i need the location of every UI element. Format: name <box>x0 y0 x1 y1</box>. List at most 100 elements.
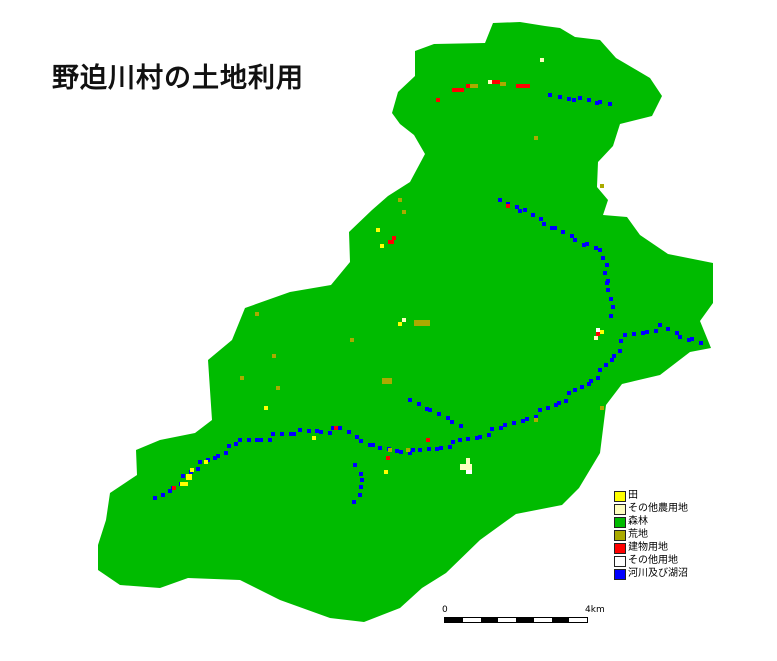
legend-label-forest: 森林 <box>628 516 648 527</box>
water-patch <box>234 442 238 446</box>
water-patch <box>238 438 242 442</box>
water-patch <box>418 448 422 452</box>
water-patch <box>589 379 593 383</box>
wasteland-patch <box>500 82 506 86</box>
other_farm-patch <box>540 58 544 62</box>
water-patch <box>487 433 491 437</box>
water-patch <box>512 421 516 425</box>
scale-track <box>444 617 588 623</box>
building-patch <box>388 240 394 244</box>
water-patch <box>499 426 503 430</box>
water-patch <box>587 98 591 102</box>
water-patch <box>359 472 363 476</box>
water-patch <box>466 437 470 441</box>
water-patch <box>675 331 679 335</box>
water-patch <box>450 420 454 424</box>
water-patch <box>582 243 586 247</box>
water-patch <box>338 426 342 430</box>
water-patch <box>618 349 622 353</box>
water-patch <box>490 427 494 431</box>
water-patch <box>666 327 670 331</box>
water-patch <box>331 426 335 430</box>
water-patch <box>371 443 375 447</box>
water-patch <box>498 198 502 202</box>
building-patch <box>596 332 600 336</box>
legend-label-other-farmland: その他農用地 <box>628 503 688 514</box>
water-patch <box>554 403 558 407</box>
water-patch <box>605 263 609 267</box>
scale-label-start: 0 <box>442 605 448 615</box>
paddy-patch <box>312 436 316 440</box>
legend-item-water: 河川及び湖沼 <box>614 568 688 580</box>
water-patch <box>573 238 577 242</box>
other-patch <box>596 328 600 332</box>
wasteland-patch <box>272 354 276 358</box>
water-patch <box>605 281 609 285</box>
wasteland-patch <box>350 338 354 342</box>
water-patch <box>580 385 584 389</box>
wasteland-patch <box>406 448 410 452</box>
water-patch <box>594 246 598 250</box>
water-patch <box>259 438 263 442</box>
water-patch <box>619 339 623 343</box>
water-patch <box>435 447 439 451</box>
scale-segment <box>462 618 481 622</box>
water-patch <box>328 431 332 435</box>
water-patch <box>475 436 479 440</box>
legend-item-building: 建物用地 <box>614 542 688 554</box>
water-patch <box>161 493 165 497</box>
water-patch <box>699 341 703 345</box>
water-patch <box>515 205 519 209</box>
paddy-patch <box>190 468 194 472</box>
water-patch <box>425 407 429 411</box>
water-patch <box>598 248 602 252</box>
scale-segment <box>533 618 552 622</box>
water-patch <box>598 100 602 104</box>
water-patch <box>678 335 682 339</box>
water-patch <box>268 438 272 442</box>
paddy-patch <box>380 244 384 248</box>
water-patch <box>168 489 172 493</box>
legend-swatch-building <box>614 542 626 554</box>
legend-label-wasteland: 荒地 <box>628 529 648 540</box>
water-patch <box>280 432 284 436</box>
legend-item-other-land: その他用地 <box>614 555 688 567</box>
water-patch <box>358 493 362 497</box>
water-patch <box>609 314 613 318</box>
water-patch <box>153 496 157 500</box>
other-patch <box>466 470 472 474</box>
water-patch <box>687 338 691 342</box>
other_farm-patch <box>488 80 492 84</box>
paddy-patch <box>180 482 188 486</box>
legend-swatch-wasteland <box>614 529 626 541</box>
paddy-patch <box>398 322 402 326</box>
building-patch <box>392 236 396 240</box>
legend-label-other-land: その他用地 <box>628 555 678 566</box>
wasteland-patch <box>255 312 259 316</box>
building-patch <box>334 426 338 430</box>
water-patch <box>399 450 403 454</box>
paddy-patch <box>376 228 380 232</box>
water-patch <box>604 363 608 367</box>
paddy-patch <box>204 460 208 464</box>
scale-segment <box>445 618 463 622</box>
water-patch <box>641 331 645 335</box>
building-patch <box>452 88 464 92</box>
wasteland-patch <box>382 378 392 384</box>
water-patch <box>315 429 319 433</box>
water-patch <box>518 209 522 213</box>
legend: 田 その他農用地 森林 荒地 建物用地 その他用地 河川及び湖沼 <box>614 490 688 581</box>
water-patch <box>427 447 431 451</box>
water-patch <box>573 388 577 392</box>
scale-label-end: 4km <box>585 605 605 615</box>
water-patch <box>690 337 694 341</box>
legend-label-water: 河川及び湖沼 <box>628 568 688 579</box>
legend-item-wasteland: 荒地 <box>614 529 688 541</box>
wasteland-patch <box>600 406 604 410</box>
legend-label-paddy: 田 <box>628 490 638 501</box>
building-patch <box>506 204 510 208</box>
scale-segment <box>569 618 587 622</box>
water-patch <box>355 435 359 439</box>
scale-bar: 0 4km <box>442 605 605 627</box>
